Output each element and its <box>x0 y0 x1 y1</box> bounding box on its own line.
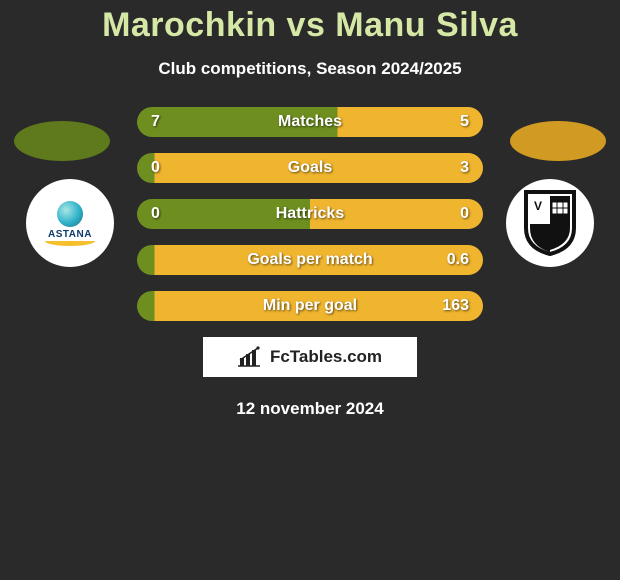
stat-value-right: 163 <box>442 297 469 315</box>
stat-row: Goals per match0.6 <box>137 245 483 275</box>
chart-icon <box>238 346 264 368</box>
player-right-ellipse <box>510 121 606 161</box>
vitoria-logo: V <box>522 190 578 256</box>
stat-value-left: 7 <box>151 113 160 131</box>
svg-text:V: V <box>534 199 542 213</box>
subtitle: Club competitions, Season 2024/2025 <box>0 59 620 79</box>
stat-value-right: 0.6 <box>447 251 469 269</box>
stat-rows: 7Matches50Goals30Hattricks0Goals per mat… <box>137 107 483 321</box>
stat-label: Goals per match <box>137 251 483 269</box>
stat-value-right: 5 <box>460 113 469 131</box>
stat-value-right: 3 <box>460 159 469 177</box>
stat-label: Matches <box>137 113 483 131</box>
stat-label: Hattricks <box>137 205 483 223</box>
stat-row: 7Matches5 <box>137 107 483 137</box>
stat-value-left: 0 <box>151 205 160 223</box>
date-text: 12 november 2024 <box>0 399 620 419</box>
stat-value-right: 0 <box>460 205 469 223</box>
club-badge-right: V <box>506 179 594 267</box>
stat-row: 0Hattricks0 <box>137 199 483 229</box>
club-badge-left: ASTANA <box>26 179 114 267</box>
astana-logo: ASTANA <box>45 201 95 246</box>
stat-label: Min per goal <box>137 297 483 315</box>
footer-logo: FcTables.com <box>203 337 417 377</box>
stat-row: 0Goals3 <box>137 153 483 183</box>
page-title: Marochkin vs Manu Silva <box>0 6 620 45</box>
stat-label: Goals <box>137 159 483 177</box>
footer-brand-text: FcTables.com <box>270 347 382 367</box>
player-left-ellipse <box>14 121 110 161</box>
stat-value-left: 0 <box>151 159 160 177</box>
stat-row: Min per goal163 <box>137 291 483 321</box>
